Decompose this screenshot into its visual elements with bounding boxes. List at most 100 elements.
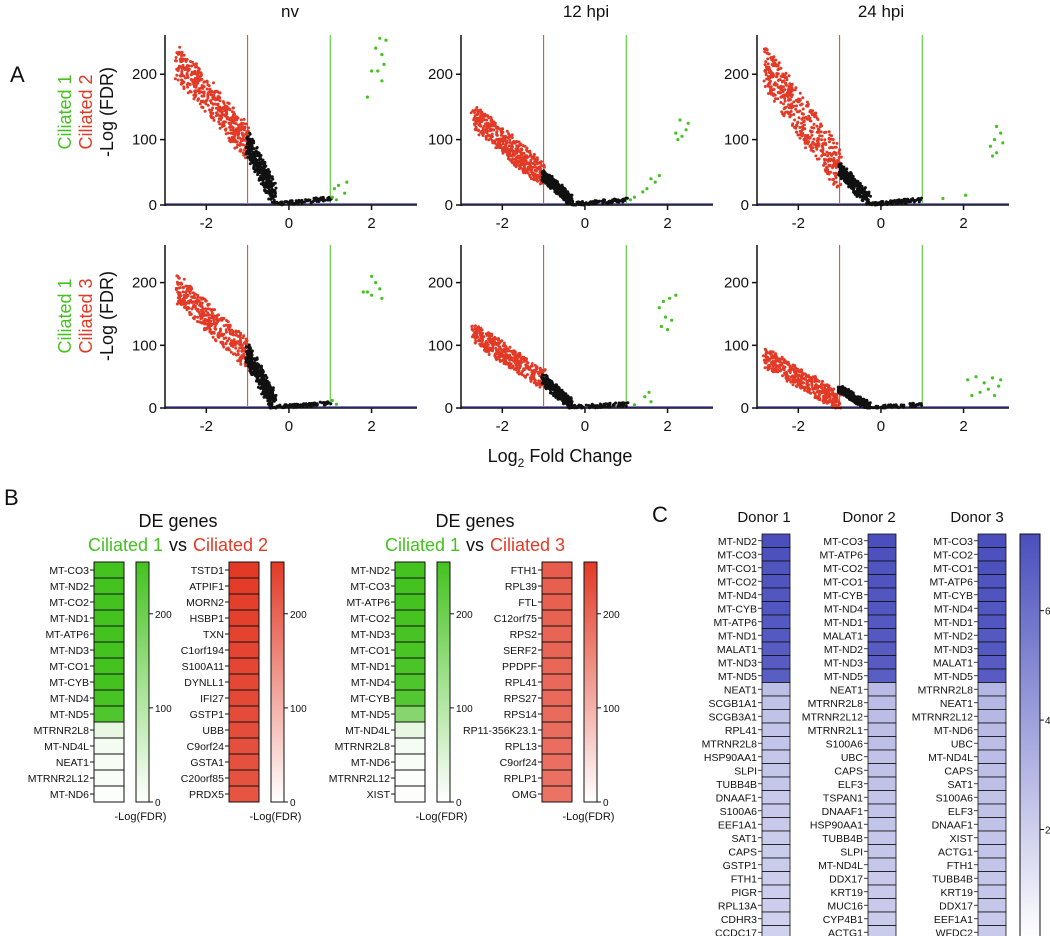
point-down [246,129,250,133]
point-ns [264,164,268,168]
point-ns [258,157,262,160]
point-ns [540,376,544,380]
point-ns [858,397,862,401]
point-ns [546,179,550,182]
point-down [767,92,770,95]
point-down [767,358,771,362]
point-down [486,343,490,347]
point-down [213,96,217,100]
point-down [210,108,214,112]
point-down [833,396,837,400]
point-down [187,64,191,68]
point-down [506,157,510,161]
point-down [501,147,505,151]
point-ns [248,131,252,135]
point-down [827,172,831,176]
point-up [641,190,645,194]
point-down [530,377,534,381]
point-down [777,359,781,363]
point-down [788,366,792,370]
point-down [182,305,186,309]
point-down [499,127,503,131]
point-down [773,356,777,360]
point-down [185,71,189,75]
point-down [793,118,797,122]
point-down [766,51,769,55]
point-down [777,364,781,368]
point-down [817,157,821,161]
point-ns [277,404,280,408]
point-down [808,136,812,139]
point-down [484,340,488,343]
point-down [790,83,794,87]
point-down [820,138,824,142]
point-up [649,400,653,404]
point-ns [850,175,854,179]
point-down [783,97,787,100]
point-ns [553,181,557,184]
point-ns [563,193,567,197]
point-ns [837,391,841,395]
point-down [176,67,180,71]
point-down [188,82,192,86]
point-down [788,369,792,372]
point-down [502,359,506,363]
point-down [200,321,204,325]
point-down [175,274,179,278]
point-down [770,360,774,364]
point-ns [310,404,313,408]
point-down [186,85,190,89]
point-ns [556,397,560,401]
point-ns [252,147,256,151]
point-down [194,85,198,89]
point-down [187,306,191,310]
point-down [222,345,226,349]
point-down [208,330,212,334]
point-up [330,398,334,403]
point-down [185,66,189,70]
point-down [835,141,839,145]
point-ns [247,355,251,359]
point-down [233,343,237,347]
point-down [520,162,524,166]
point-down [532,152,536,156]
scatter-points [470,293,678,410]
point-down [828,164,832,168]
point-down [774,58,778,62]
point-up [661,299,666,303]
point-up [645,187,649,191]
point-down [820,382,824,386]
point-down [510,136,514,140]
point-down [533,363,537,367]
point-down [226,339,230,343]
point-up [649,177,653,181]
point-down [232,121,236,125]
point-down [798,91,802,95]
point-down [831,393,835,397]
point-down [814,111,818,115]
y-tick-label: 200 [132,275,157,292]
point-down [506,136,510,140]
point-ns [865,400,869,404]
row-label-2: Ciliated 1 Ciliated 3 -Log (FDR) [55,271,117,361]
point-down [239,128,243,132]
row-label-2-ylabel: -Log (FDR) [97,271,117,361]
point-ns [554,187,558,191]
y-tick-label: 200 [724,66,749,83]
point-down [817,397,821,401]
point-down [772,99,776,103]
point-down [473,127,477,131]
point-ns [262,395,266,399]
row-label-1: Ciliated 1 Ciliated 2 -Log (FDR) [55,67,117,157]
point-down [507,154,510,158]
point-down [535,162,539,166]
point-down [775,359,779,363]
point-ns [265,178,269,182]
point-down [781,112,785,116]
point-down [763,347,767,351]
point-ns [272,201,276,205]
point-down [798,382,802,386]
point-ns [247,147,251,151]
point-ns [272,198,276,202]
